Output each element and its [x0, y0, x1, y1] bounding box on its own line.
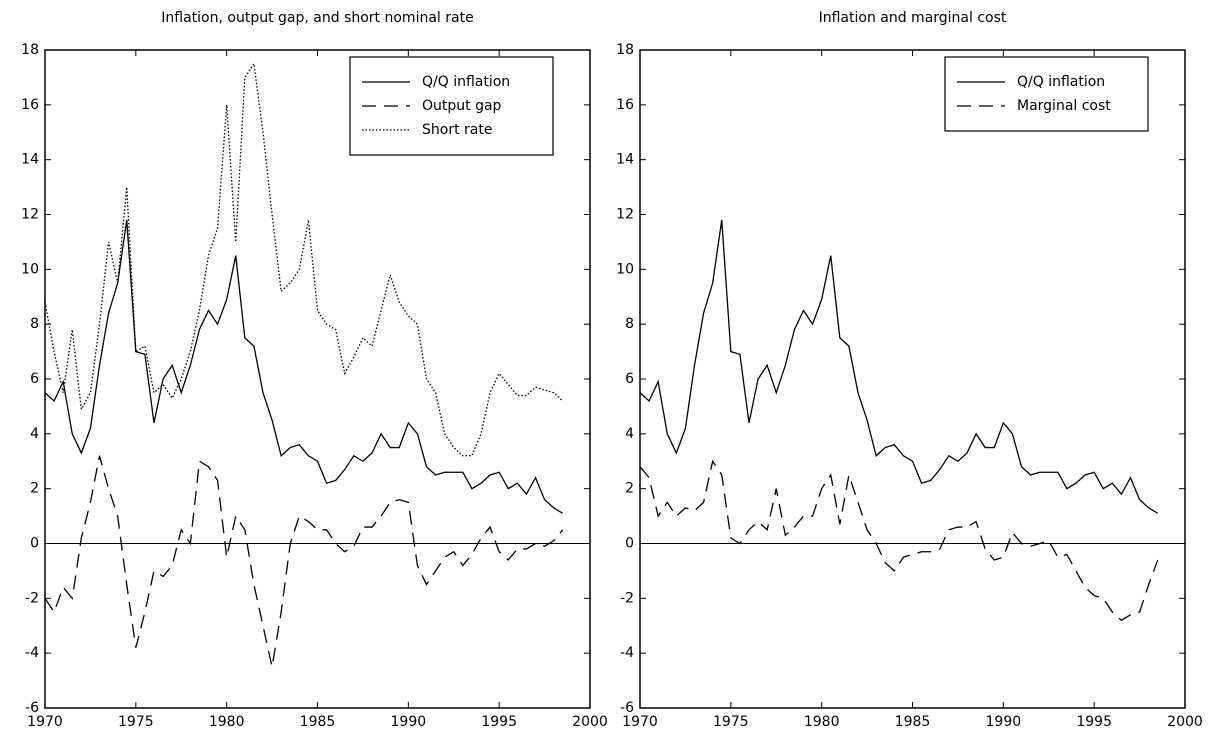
legend-label: Output gap [422, 98, 502, 114]
y-tick-label: 16 [21, 97, 39, 113]
y-tick-label: 2 [625, 481, 634, 497]
y-tick-label: 4 [625, 426, 634, 442]
chart-title: Inflation and marginal cost [819, 10, 1007, 26]
y-tick-label: 0 [30, 536, 39, 552]
x-tick-label: 1990 [391, 714, 427, 730]
x-tick-label: 1990 [986, 714, 1022, 730]
y-tick-label: 14 [616, 152, 634, 168]
y-tick-label: -6 [25, 700, 39, 716]
y-tick-label: 18 [21, 42, 39, 58]
y-tick-label: 10 [616, 261, 634, 277]
series-line [639, 459, 1159, 622]
series-line [44, 61, 564, 457]
x-tick-label: 1970 [27, 714, 63, 730]
x-tick-label: 2000 [1167, 714, 1203, 730]
y-tick-label: 10 [21, 261, 39, 277]
y-tick-label: -2 [620, 590, 634, 606]
x-tick-label: 1975 [118, 714, 154, 730]
x-tick-label: 2000 [572, 714, 608, 730]
chart-title: Inflation, output gap, and short nominal… [161, 10, 473, 26]
x-tick-label: 1985 [895, 714, 931, 730]
legend-label: Marginal cost [1017, 98, 1111, 114]
series-line [44, 219, 564, 514]
legend-box [349, 56, 554, 156]
y-tick-label: 6 [30, 371, 39, 387]
series-line [639, 219, 1159, 514]
legend-label: Q/Q inflation [422, 74, 510, 90]
y-tick-label: 4 [30, 426, 39, 442]
y-tick-label: 6 [625, 371, 634, 387]
y-tick-label: 2 [30, 481, 39, 497]
y-tick-label: 12 [21, 207, 39, 223]
y-tick-label: 12 [616, 207, 634, 223]
legend-label: Short rate [422, 122, 492, 138]
y-tick-label: 8 [625, 316, 634, 332]
y-tick-label: 8 [30, 316, 39, 332]
y-tick-label: 18 [616, 42, 634, 58]
y-tick-label: -2 [25, 590, 39, 606]
series-line [44, 455, 564, 668]
x-tick-label: 1980 [209, 714, 245, 730]
legend-label: Q/Q inflation [1017, 74, 1105, 90]
legend-box [944, 56, 1149, 132]
x-tick-label: 1975 [713, 714, 749, 730]
y-tick-label: -6 [620, 700, 634, 716]
y-tick-label: -4 [25, 645, 39, 661]
y-tick-label: 0 [625, 536, 634, 552]
x-tick-label: 1995 [481, 714, 517, 730]
x-tick-label: 1970 [622, 714, 658, 730]
y-tick-label: 14 [21, 152, 39, 168]
x-tick-label: 1995 [1076, 714, 1112, 730]
y-tick-label: -4 [620, 645, 634, 661]
y-tick-label: 16 [616, 97, 634, 113]
x-tick-label: 1985 [300, 714, 336, 730]
plot-frame [639, 49, 1186, 709]
x-tick-label: 1980 [804, 714, 840, 730]
